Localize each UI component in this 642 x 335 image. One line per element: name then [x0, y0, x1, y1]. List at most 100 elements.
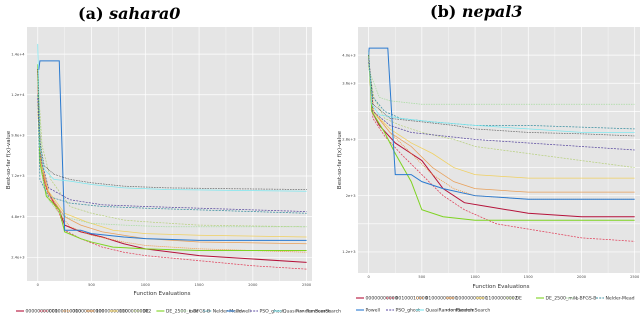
panel-a-legend-item: Nelder-Mead [203, 309, 242, 315]
panel-a-series-line [37, 43, 307, 192]
panel-b-series-line [368, 51, 635, 218]
panel-a-name: sahara0 [109, 4, 181, 23]
panel-a-legend: 0000000000000100010000010000000001000000… [16, 309, 341, 315]
panel-b-y-tick-label: 1.2e+3 [342, 250, 355, 254]
panel-b-legend-item: 00100010000 [386, 296, 428, 302]
panel-a-xlabel: Function Evaluations [133, 291, 190, 297]
panel-b-series-line [368, 55, 635, 242]
panel-a-legend-label: 00100010000 [49, 309, 81, 315]
panel-a-legend-item: L-BFGS-B [179, 309, 210, 315]
panel-a-legend-label: 10000000000 [96, 309, 128, 315]
panel-a-x-tick-label: 1500 [194, 283, 204, 287]
panel-b-label: (b) [430, 2, 457, 21]
panel-a-y-tick-label: 4.8e+3 [11, 215, 24, 219]
panel-b-legend-label: 00100010000 [396, 296, 428, 302]
panel-b-ylabel: Best-so-far f(x)-value [337, 130, 343, 189]
panel-b-xlabel: Function Evaluations [472, 284, 529, 290]
panel-b-legend-item: DE_2500_mile [536, 296, 578, 302]
panel-b-legend-label: 11000000002 [486, 296, 518, 302]
panel-b-y-tick-label: 4.0e+3 [342, 53, 355, 57]
panel-a-y-tick-label: 7.2e+3 [11, 174, 24, 178]
panel-a-series-line [37, 94, 307, 245]
panel-b-legend-label: L-BFGS-B [576, 296, 597, 302]
panel-a-legend-label: DE_2500_mile [166, 309, 199, 315]
panel-a-legend-item: DE [133, 309, 149, 315]
panel-a-x-tick-label: 0 [37, 283, 40, 287]
panel-a-legend-item: PSO_ghost [250, 309, 284, 315]
panel-a-legend-item: RandomSearch [296, 309, 341, 315]
panel-b-legend-label: DE_2500_mile [546, 296, 579, 302]
panel-a-series-line [37, 81, 307, 228]
panel-b-legend-item: 10000000000 [446, 296, 488, 302]
panel-b-legend-label: QuasiRandomSearch [426, 308, 474, 314]
panel-b-legend-item: Powell [356, 308, 380, 314]
panel-b-chart: 0 500 1000 1500 2000 2500 1.2e+3 2e+3 2.8e+3 3.6e… [342, 27, 640, 279]
panel-b-title: (b) nepal3 [430, 2, 522, 21]
panel-a-legend-item: QuasiRandomSearch [273, 309, 331, 315]
panel-b-legend-item: Nelder-Mead [596, 296, 635, 302]
panel-a-legend-item: DE_2500_mile [156, 309, 199, 315]
panel-b-legend: 0000000000000100010000010000000001000000… [356, 296, 635, 314]
panel-b-legend-label: Powell [366, 308, 381, 314]
panel-b-series-line [368, 58, 635, 151]
panel-a-title: (a) sahara0 [78, 4, 180, 23]
panel-a-series-line [37, 111, 307, 253]
panel-a-legend-label: PSO_ghost [260, 309, 285, 315]
panel-a-chart: 0 500 1000 1500 2000 2500 2.4e+3 4.8e+3 7.2e+3 9.… [11, 27, 312, 287]
panel-b-series-line [368, 51, 635, 133]
panel-a-legend-label: RandomSearch [306, 309, 341, 315]
panel-a-series-line [37, 77, 307, 228]
panel-a-legend-item: Powell [226, 309, 251, 315]
panel-b-series-line [368, 69, 635, 105]
panel-a-y-tick-label: 9.6e+3 [11, 134, 24, 138]
panel-a-x-tick-label: 2500 [302, 283, 312, 287]
panel-b-legend-label: 01000000000 [426, 296, 458, 302]
panel-a-legend-label: 01000000000 [72, 309, 104, 315]
panel-a-legend-label: 00000000000 [26, 309, 58, 315]
panel-a-series-line [37, 60, 307, 241]
panel-b-legend-item: 11000000002 [476, 296, 518, 302]
panel-b-legend-item: QuasiRandomSearch [416, 308, 473, 314]
panel-a-legend-item: 00100010000 [39, 309, 81, 315]
panel-b-legend-label: DE [516, 296, 523, 302]
panel-a-label: (a) [78, 4, 104, 23]
panel-b-legend-item: L-BFGS-B [566, 296, 596, 302]
panel-b-x-tick-label: 500 [418, 275, 426, 279]
panel-a-legend-item: 00000000000 [16, 309, 58, 315]
panel-a-series-line [37, 64, 307, 252]
panel-b-series-line [368, 65, 635, 168]
panel-a-legend-label: DE [143, 309, 150, 315]
panel-a-legend-label: Nelder-Mead [213, 309, 242, 315]
panel-b-series-line [368, 62, 635, 179]
panel-a-y-tick-label: 1.2e+4 [11, 93, 25, 97]
panel-b-legend-item: 01000000000 [416, 296, 458, 302]
panel-b-legend-label: RandomSearch [456, 308, 491, 314]
panel-b-series-line [368, 55, 635, 221]
panel-a-legend-item: 11000000002 [109, 309, 151, 315]
panel-a-series-line [37, 94, 307, 214]
panel-b-series-line [368, 58, 635, 193]
panel-b-series-line [368, 47, 635, 200]
panel-b-legend-item: PSO_ghost [386, 308, 420, 314]
panel-b-legend-item: 00000000000 [356, 296, 398, 302]
panel-b-x-tick-label: 2000 [577, 275, 587, 279]
panel-b-x-tick-label: 2500 [630, 275, 640, 279]
panel-a-series-line [37, 69, 307, 190]
panel-a-plot-area [27, 27, 312, 281]
panel-a-legend-item: 01000000000 [62, 309, 105, 315]
panel-b-y-tick-label: 2.8e+3 [342, 138, 355, 142]
panel-b-name: nepal3 [461, 2, 523, 21]
panel-b-legend-item: DE [506, 296, 522, 302]
panel-a-legend-label: 11000000002 [119, 309, 151, 315]
panel-a-series-line [37, 98, 307, 212]
panel-a-y-tick-label: 1.4e+4 [11, 52, 25, 56]
panel-a-x-tick-label: 1000 [141, 283, 151, 287]
panel-b-plot-area [358, 27, 640, 273]
panel-b-y-tick-label: 3.6e+3 [342, 81, 355, 85]
panel-b-legend-label: 10000000000 [456, 296, 488, 302]
panel-b-legend-label: 00000000000 [366, 296, 398, 302]
panel-a-y-tick-label: 2.4e+3 [11, 255, 24, 259]
panel-b-x-tick-label: 1000 [470, 275, 480, 279]
panel-a-x-tick-label: 2000 [248, 283, 258, 287]
